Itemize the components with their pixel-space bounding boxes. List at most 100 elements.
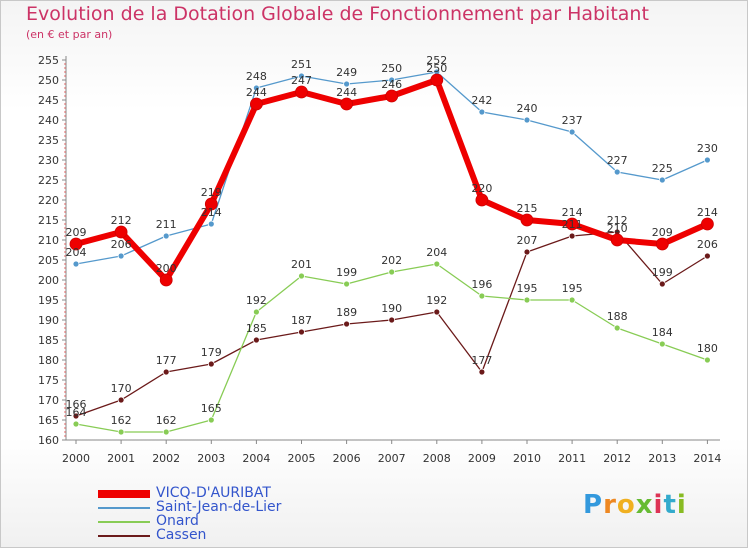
data-label: 248 xyxy=(246,70,267,83)
y-tick-label: 250 xyxy=(38,74,59,87)
data-label: 244 xyxy=(246,86,267,99)
y-tick-label: 210 xyxy=(38,234,59,247)
y-tick-label: 195 xyxy=(38,294,59,307)
data-point xyxy=(162,368,170,376)
data-label: 211 xyxy=(156,218,177,231)
data-point xyxy=(249,97,263,111)
data-point xyxy=(388,316,396,324)
legend-swatch xyxy=(98,535,150,537)
data-point xyxy=(117,252,125,260)
data-label: 246 xyxy=(381,78,402,91)
data-point xyxy=(252,308,260,316)
x-tick-label: 2000 xyxy=(62,452,90,465)
data-point xyxy=(610,233,624,247)
y-tick-label: 245 xyxy=(38,94,59,107)
data-label: 249 xyxy=(336,66,357,79)
axes: 160 165 170 175 180 185 190 195 200 205 210 215 220 2… xyxy=(38,54,721,465)
data-label: 206 xyxy=(111,238,132,251)
data-label: 215 xyxy=(517,202,538,215)
data-point xyxy=(565,217,579,231)
data-label: 214 xyxy=(697,206,718,219)
data-label: 247 xyxy=(291,74,312,87)
data-point xyxy=(385,89,399,103)
y-tick-label: 175 xyxy=(38,374,59,387)
x-tick-label: 2007 xyxy=(378,452,406,465)
data-label: 240 xyxy=(517,102,538,115)
data-point xyxy=(658,340,666,348)
data-label: 189 xyxy=(336,306,357,319)
y-tick-label: 190 xyxy=(38,314,59,327)
data-label: 201 xyxy=(291,258,312,271)
data-point xyxy=(613,168,621,176)
data-point xyxy=(655,237,669,251)
data-point xyxy=(704,356,711,364)
data-label: 180 xyxy=(697,342,718,355)
legend-label: Saint-Jean-de-Lier xyxy=(156,499,282,515)
data-label: 214 xyxy=(201,206,222,219)
data-label: 200 xyxy=(156,262,177,275)
x-tick-label: 2006 xyxy=(333,452,361,465)
data-label: 196 xyxy=(471,278,492,291)
data-label: 204 xyxy=(426,246,447,259)
data-point xyxy=(252,84,260,92)
data-point xyxy=(340,97,354,111)
data-label: 230 xyxy=(697,142,718,155)
series-line xyxy=(75,77,709,283)
data-point xyxy=(568,232,576,240)
data-point xyxy=(568,296,576,304)
data-point xyxy=(658,280,666,288)
data-label: 177 xyxy=(156,354,177,367)
data-label: 214 xyxy=(562,206,583,219)
data-label: 184 xyxy=(652,326,673,339)
data-point xyxy=(298,272,305,280)
data-point xyxy=(478,368,486,376)
data-label: 185 xyxy=(246,322,267,335)
data-label: 199 xyxy=(336,266,357,279)
data-point xyxy=(252,336,260,344)
data-point xyxy=(72,412,80,420)
x-tick-label: 2009 xyxy=(468,452,496,465)
y-tick-label: 185 xyxy=(38,334,59,347)
data-label: 187 xyxy=(291,314,312,327)
x-tick-label: 2008 xyxy=(423,452,451,465)
data-point xyxy=(72,260,80,268)
data-label: 195 xyxy=(517,282,538,295)
data-label: 211 xyxy=(562,218,583,231)
y-tick-label: 215 xyxy=(38,214,59,227)
y-tick-label: 205 xyxy=(38,254,59,267)
proxiti-logo: Proxiti xyxy=(583,490,687,520)
data-point xyxy=(433,260,441,268)
legend-label: Cassen xyxy=(156,527,207,543)
data-point xyxy=(295,85,308,99)
x-tick-label: 2014 xyxy=(693,452,721,465)
x-tick-label: 2005 xyxy=(288,452,316,465)
legend-swatch xyxy=(98,490,150,498)
data-label: 250 xyxy=(426,62,447,75)
data-label: 251 xyxy=(291,58,312,71)
data-label: 207 xyxy=(517,234,538,247)
y-tick-label: 180 xyxy=(38,354,59,367)
data-point xyxy=(114,225,128,239)
data-point xyxy=(523,248,531,256)
data-label: 219 xyxy=(201,186,222,199)
data-label: 206 xyxy=(697,238,718,251)
x-tick-label: 2002 xyxy=(152,452,180,465)
legend-swatch xyxy=(98,507,150,509)
x-tick-label: 2004 xyxy=(242,452,270,465)
data-label: 202 xyxy=(381,254,402,267)
x-tick-label: 2011 xyxy=(558,452,586,465)
data-point xyxy=(117,396,125,404)
data-label: 212 xyxy=(607,214,628,227)
data-point xyxy=(162,428,170,436)
data-point xyxy=(613,324,621,332)
data-point xyxy=(159,273,173,287)
data-label: 209 xyxy=(66,226,87,239)
y-tick-label: 160 xyxy=(38,434,59,447)
data-point xyxy=(72,420,80,428)
y-tick-label: 255 xyxy=(38,54,59,67)
data-point xyxy=(343,80,351,88)
data-point xyxy=(433,308,441,316)
y-tick-label: 230 xyxy=(38,154,59,167)
